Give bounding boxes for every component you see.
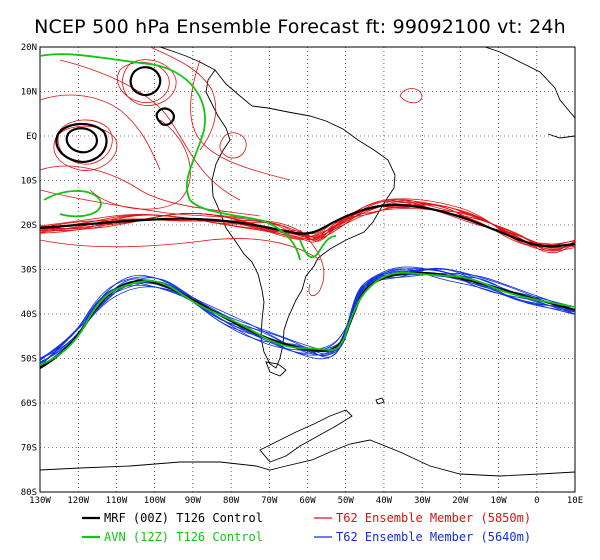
ensemble-5640-line — [40, 266, 575, 360]
legend-label: MRF (00Z) T126 Control — [104, 511, 263, 525]
lon-label: 0 — [534, 496, 539, 506]
legend-item-ens_5850: T62 Ensemble Member (5850m) — [314, 511, 531, 525]
ensemble-5850-line — [53, 125, 118, 171]
mrf-control-line — [40, 203, 575, 248]
legend: MRF (00Z) T126 Control AVN (12Z) T126 Con… — [82, 511, 531, 544]
legend-item-mrf: MRF (00Z) T126 Control — [82, 511, 263, 525]
ensemble-5850-line — [40, 204, 575, 251]
ensemble-5850-line — [40, 238, 321, 261]
lat-label: 20S — [21, 221, 37, 231]
ensemble-5640-line — [40, 272, 575, 361]
lon-label: 10W — [490, 496, 507, 506]
lon-label: 110W — [106, 496, 128, 506]
chart-title: NCEP 500 hPa Ensemble Forecast ft: 99092… — [34, 16, 566, 38]
lat-label: 20N — [21, 43, 37, 53]
lat-label: EQ — [26, 132, 37, 142]
legend-item-avn: AVN (12Z) T126 Control — [82, 530, 263, 544]
ensemble-5850-line — [40, 165, 261, 217]
lon-label: 20W — [452, 496, 469, 506]
avn-control-line — [299, 235, 337, 259]
africa-gulf-coast — [547, 133, 575, 139]
latitude-labels: 20N 10N EQ 10S 20S 30S 40S 50S 60S 70S 80S — [21, 43, 37, 498]
south-georgia-coast — [375, 397, 385, 405]
lon-label: 100W — [144, 496, 166, 506]
lat-label: 30S — [21, 266, 37, 276]
ensemble-5850-line — [89, 119, 191, 210]
mrf-control-line — [65, 127, 98, 154]
control-contours — [40, 53, 575, 369]
ensemble-5850-line — [40, 94, 161, 171]
ensemble-5850-line — [40, 189, 281, 227]
avn-control-line — [40, 53, 301, 261]
legend-item-ens_5640: T62 Ensemble Member (5640m) — [314, 530, 531, 544]
ensemble-5850-line — [149, 47, 217, 151]
ensemble-5850-line — [399, 88, 423, 104]
avn-control-line — [40, 271, 575, 366]
lon-label: 80W — [223, 496, 240, 506]
ensemble-5850-line — [40, 198, 575, 246]
lat-label: 10N — [21, 88, 37, 98]
lat-label: 70S — [21, 444, 37, 454]
lon-label: 70W — [261, 496, 278, 506]
lon-label: 90W — [185, 496, 202, 506]
lon-label: 120W — [67, 496, 89, 506]
coastlines — [40, 47, 575, 477]
lon-label: 60W — [299, 496, 316, 506]
ensemble-5850-line — [122, 59, 177, 106]
lat-label: 60S — [21, 399, 37, 409]
lon-label: 10E — [567, 496, 583, 506]
ensemble-5850-line — [219, 132, 247, 159]
ensemble-5640-line — [40, 268, 575, 360]
legend-label: T62 Ensemble Member (5640m) — [336, 530, 531, 544]
mrf-control-line — [55, 122, 108, 164]
africa-coast — [484, 47, 575, 119]
ensemble-5850-line — [117, 62, 170, 104]
central-america-coast — [159, 47, 216, 71]
lon-label: 40W — [376, 496, 393, 506]
lat-label: 40S — [21, 310, 37, 320]
ensemble-5850-line — [59, 59, 241, 201]
map-frame — [39, 46, 576, 493]
avn-control-line — [43, 190, 102, 218]
legend-label: T62 Ensemble Member (5850m) — [336, 511, 531, 525]
mrf-control-line — [129, 66, 162, 97]
mrf-control-line — [155, 107, 176, 126]
ensemble-5850-line — [299, 229, 325, 297]
lon-label: 30W — [414, 496, 431, 506]
antarctic-peninsula-coast — [259, 409, 353, 463]
lon-label: 50W — [338, 496, 355, 506]
legend-label: AVN (12Z) T126 Control — [104, 530, 263, 544]
lon-label: 130W — [29, 496, 51, 506]
tierra-del-fuego-coast — [265, 361, 287, 377]
lat-label: 80S — [21, 488, 37, 498]
antarctica-coast — [40, 439, 575, 477]
lat-label: 50S — [21, 355, 37, 365]
lat-label: 10S — [21, 177, 37, 187]
longitude-labels: 130W 120W 110W 100W 90W 80W 70W 60W 50W 40W 30W 20W… — [29, 496, 583, 506]
